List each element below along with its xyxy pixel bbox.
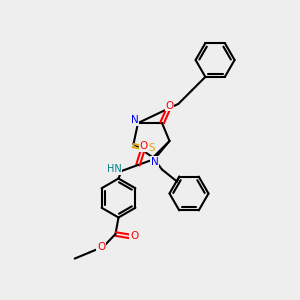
Text: S: S <box>149 143 155 153</box>
Text: O: O <box>140 141 148 152</box>
Text: O: O <box>97 242 105 253</box>
Text: N: N <box>130 115 138 125</box>
Text: HN: HN <box>106 164 122 175</box>
Text: N: N <box>151 157 158 167</box>
Text: O: O <box>130 231 138 241</box>
Text: O: O <box>165 100 174 111</box>
